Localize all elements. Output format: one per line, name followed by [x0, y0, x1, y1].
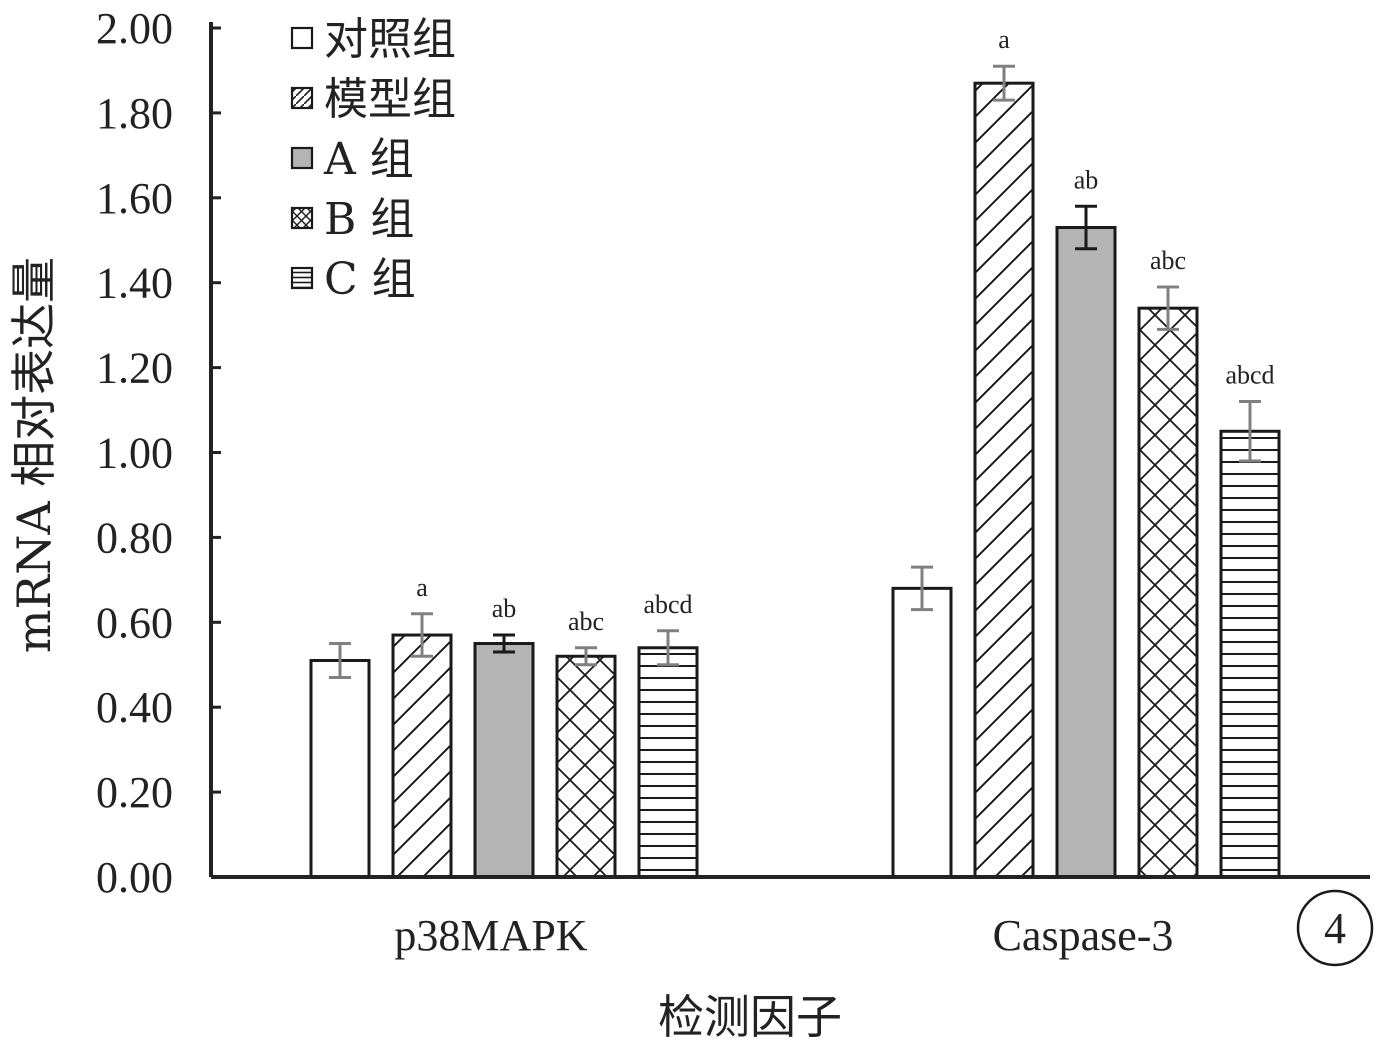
significance-label: abcd: [643, 590, 692, 619]
bar-caspase3-series-2: [1055, 226, 1117, 879]
bar-p38mapk-series-2: [473, 642, 535, 879]
legend-swatch: [290, 26, 314, 50]
legend-label: B 组: [324, 194, 414, 245]
bar-p38mapk-series-1: [391, 633, 453, 879]
y-tick-label: 1.40: [96, 259, 173, 308]
bar-caspase3-series-0: [891, 586, 953, 879]
y-tick-label: 1.60: [96, 174, 173, 223]
y-axis-title: mRNA 相对表达量: [7, 257, 61, 653]
x-axis: p38MAPK Caspase-3: [211, 875, 1370, 960]
x-category-label: Caspase-3: [993, 911, 1174, 960]
panel-badge-label: 4: [1324, 904, 1346, 953]
significance-label: abc: [1150, 246, 1186, 275]
legend-swatch: [290, 206, 314, 230]
panel-badge: 4: [1296, 889, 1374, 967]
legend-swatch: [290, 86, 314, 110]
legend-label: A 组: [323, 134, 414, 185]
significance-label: abcd: [1225, 361, 1274, 390]
significance-label: a: [998, 25, 1010, 54]
legend-swatch: [290, 146, 314, 170]
legend-label: 对照组: [324, 14, 456, 65]
bar-caspase3-series-3: [1137, 306, 1199, 879]
y-tick-label: 2.00: [96, 4, 173, 53]
significance-label: ab: [492, 594, 517, 623]
y-tick-label: 0.80: [96, 513, 173, 562]
y-tick-label: 0.40: [96, 683, 173, 732]
y-tick-label: 1.20: [96, 344, 173, 393]
y-tick-label: 0.20: [96, 768, 173, 817]
significance-label: a: [416, 573, 428, 602]
bar-caspase3-series-4: [1219, 429, 1281, 879]
y-tick-label: 1.00: [96, 429, 173, 478]
bar-p38mapk-series-4: [637, 646, 699, 879]
bar-p38mapk-series-3: [555, 654, 617, 879]
bar-p38mapk-series-0: [309, 659, 371, 879]
significance-label: ab: [1074, 165, 1099, 194]
significance-label: abc: [568, 607, 604, 636]
x-axis-title: 检测因子: [658, 990, 842, 1044]
y-tick-label: 0.00: [96, 853, 173, 902]
bar-caspase3-series-1: [973, 81, 1035, 879]
bars: a ab abc abcd a ab abc abcd: [309, 25, 1281, 879]
x-category-label: p38MAPK: [394, 911, 587, 960]
panel-badge-circle: [1296, 889, 1374, 967]
legend-swatch: [290, 266, 314, 290]
legend-label: C 组: [324, 254, 416, 305]
y-tick-label: 0.60: [96, 598, 173, 647]
legend-label: 模型组: [324, 74, 456, 125]
y-axis: 0.00 0.20 0.40 0.60 0.80 1.00 1.20 1.40 1.60 1.80…: [96, 4, 221, 902]
y-tick-label: 1.80: [96, 89, 173, 138]
